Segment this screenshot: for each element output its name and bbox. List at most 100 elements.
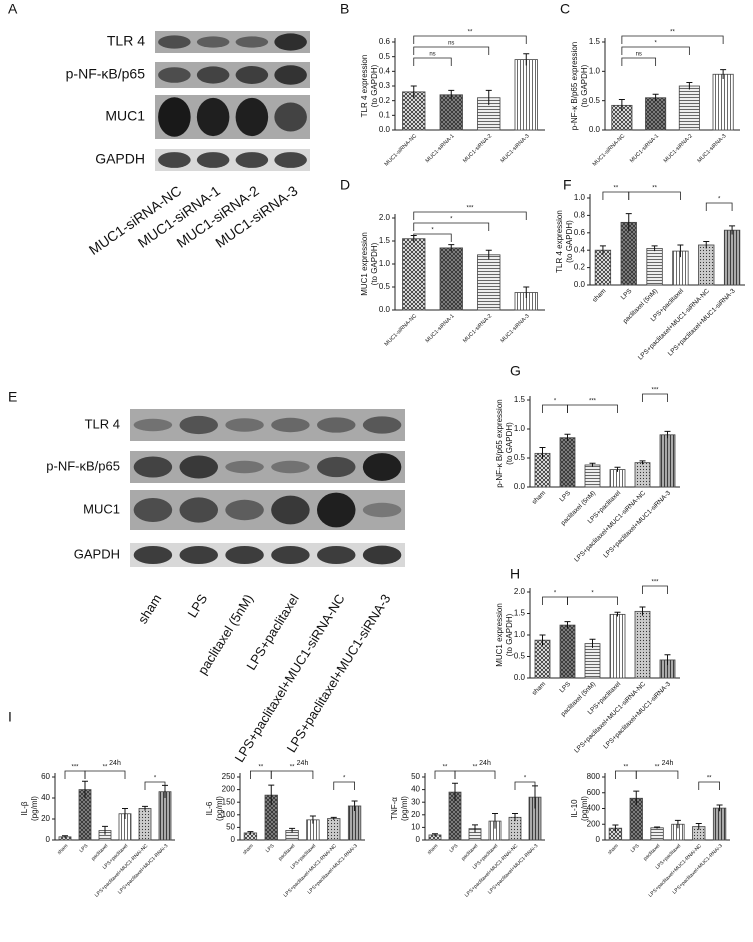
- y-tick-label: 10: [411, 823, 420, 832]
- y-axis-label: (pg/ml): [580, 796, 589, 821]
- chart-title: 24h: [662, 760, 674, 767]
- y-axis-label: TNF-α: [390, 797, 399, 820]
- axes: [239, 773, 365, 841]
- significance-bracket: [454, 770, 496, 779]
- axes: [54, 773, 175, 841]
- y-tick-label: 20: [411, 810, 420, 819]
- blot-band: [235, 97, 269, 137]
- bar: [584, 643, 601, 679]
- significance-label: **: [258, 765, 263, 771]
- y-axis-label: (to GAPDH): [370, 242, 379, 285]
- y-tick-label: 0.5: [514, 453, 526, 462]
- error-bar: [618, 98, 625, 112]
- x-tick-label: sham: [426, 843, 439, 856]
- error-bar: [82, 780, 88, 798]
- panel-label: B: [340, 1, 349, 17]
- blot-row-label: TLR 4: [85, 416, 120, 431]
- panel-label: F: [563, 177, 572, 193]
- blot-band: [271, 417, 310, 433]
- y-tick-label: 1.0: [514, 630, 526, 639]
- y-tick-label: 0.8: [574, 211, 586, 220]
- x-tick-label: paclitaxel: [90, 843, 109, 862]
- y-tick-label: 2.0: [514, 587, 526, 596]
- panel-label: C: [560, 1, 570, 17]
- bar: [712, 807, 727, 841]
- y-tick-label: 0: [46, 835, 51, 844]
- error-bar: [448, 89, 455, 100]
- significance-bracket: [621, 57, 657, 66]
- y-axis-label: p-NF-κ B/p65 expression: [570, 42, 579, 130]
- error-bar: [62, 835, 68, 838]
- y-axis-label: MUC1 expression: [495, 603, 504, 667]
- error-bar: [614, 611, 621, 617]
- panel-label: H: [510, 566, 520, 582]
- significance-label: **: [290, 765, 295, 771]
- x-tick-label: MUC1-siRNA-3: [500, 133, 531, 164]
- error-bar: [289, 827, 296, 833]
- significance-bracket: [542, 404, 568, 413]
- significance-bracket: [628, 191, 681, 200]
- error-bar: [452, 782, 458, 801]
- blot-band: [317, 492, 356, 528]
- y-tick-label: 0.3: [379, 81, 391, 90]
- bar: [559, 624, 576, 679]
- x-tick-label: LPS: [630, 843, 641, 854]
- error-bar: [674, 819, 681, 829]
- y-tick-label: 0.0: [379, 305, 391, 314]
- bar: [594, 249, 612, 286]
- y-tick-label: 0.5: [379, 282, 391, 291]
- bar: [609, 613, 626, 679]
- blot-row-label: MUC1: [83, 501, 120, 516]
- y-axis-label: (pg/ml): [30, 796, 39, 821]
- significance-bracket: [270, 770, 314, 779]
- x-tick-label: sham: [591, 288, 607, 304]
- panel-label: E: [8, 389, 17, 405]
- blot-band: [179, 415, 218, 435]
- significance-bracket: [602, 191, 630, 200]
- y-tick-label: 0: [231, 835, 236, 844]
- y-tick-label: 0.0: [379, 125, 391, 134]
- y-tick-label: 0.0: [574, 280, 586, 289]
- blot-band: [235, 66, 269, 84]
- significance-bracket: [615, 770, 637, 779]
- error-bar: [639, 460, 646, 465]
- blot-band: [362, 545, 402, 565]
- blot-band: [179, 497, 218, 523]
- x-tick-label: MUC1-siRNA-3: [500, 313, 531, 344]
- blot-band: [317, 456, 356, 478]
- y-tick-label: 200: [222, 785, 236, 794]
- blot-strip: [155, 31, 310, 53]
- y-axis-label: IL-6: [205, 801, 214, 815]
- x-tick-label: MUC1-siRNA-2: [462, 133, 493, 164]
- y-tick-label: 0.1: [379, 110, 391, 119]
- error-bar: [539, 634, 546, 646]
- y-tick-label: 150: [222, 797, 236, 806]
- y-tick-label: 1.5: [589, 37, 601, 46]
- y-tick-label: 50: [226, 823, 235, 832]
- significance-label: **: [623, 765, 628, 771]
- panel-label: D: [340, 177, 350, 193]
- bar: [477, 254, 501, 311]
- blot-band: [196, 152, 230, 168]
- error-bar: [485, 249, 492, 260]
- blot-band: [158, 35, 191, 49]
- significance-label: **: [443, 765, 448, 771]
- significance-label: ***: [466, 206, 474, 212]
- blot-row-label: GAPDH: [95, 151, 145, 167]
- x-tick-label: sham: [56, 843, 69, 856]
- significance-bracket: [642, 585, 668, 594]
- bar: [698, 244, 715, 286]
- blot-band: [271, 546, 310, 564]
- blot-band: [274, 65, 307, 85]
- significance-label: **: [652, 186, 657, 192]
- blot-band: [271, 495, 310, 525]
- y-tick-label: 0: [416, 835, 421, 844]
- panel-label: I: [8, 709, 12, 725]
- error-bar: [589, 638, 596, 648]
- blot-band: [196, 97, 230, 137]
- x-tick-label: LPS: [265, 843, 276, 854]
- error-bar: [492, 813, 498, 829]
- axes: [589, 194, 745, 286]
- error-bar: [330, 816, 337, 820]
- significance-bracket: [621, 35, 724, 44]
